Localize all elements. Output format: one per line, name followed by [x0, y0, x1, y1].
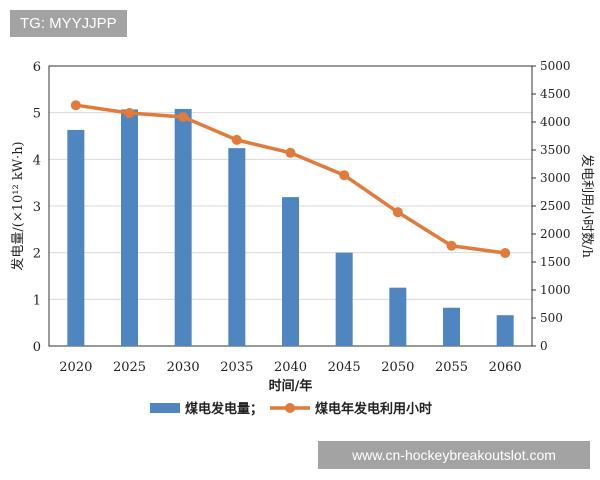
x-tick-label: 2020: [59, 360, 92, 375]
watermark-top-left: TG: MYYJJPP: [10, 10, 127, 37]
y-left-tick-label: 0: [33, 340, 41, 355]
x-tick-label: 2055: [435, 360, 468, 375]
x-axis-label: 时间/年: [269, 378, 313, 394]
line-point-2055: [446, 240, 457, 251]
y-right-axis-label: 发电利用小时数/h: [579, 154, 595, 258]
y-right-tick-label: 500: [540, 311, 563, 325]
y-left-tick-label: 2: [33, 247, 41, 262]
line-point-2040: [285, 147, 296, 158]
y-right-tick-label: 4000: [540, 115, 571, 129]
line-point-2025: [124, 108, 135, 119]
line-point-2035: [231, 134, 242, 145]
y-right-tick-label: 2000: [540, 227, 571, 241]
y-right-tick-label: 2500: [540, 199, 571, 213]
legend-bar-label: 煤电发电量；: [185, 401, 263, 417]
legend-bar-swatch: [150, 403, 180, 413]
bar-2055: [443, 307, 460, 346]
y-right-tick-label: 1000: [540, 283, 571, 297]
line-point-2045: [339, 170, 350, 181]
bar-2040: [282, 197, 299, 346]
y-left-tick-label: 4: [33, 153, 41, 168]
y-left-tick-label: 6: [33, 60, 41, 75]
bar-2035: [228, 148, 246, 346]
x-tick-label: 2050: [381, 360, 414, 375]
y-right-tick-label: 5000: [540, 59, 571, 73]
bar-2020: [67, 129, 85, 346]
bar-2045: [335, 252, 353, 346]
y-left-tick-label: 5: [33, 107, 41, 122]
y-left-tick-label: 3: [33, 200, 41, 215]
watermark-bottom-right: www.cn-hockeybreakoutslot.com: [318, 441, 590, 469]
x-tick-label: 2025: [113, 360, 146, 375]
y-left-tick-label: 1: [33, 293, 41, 308]
line-point-2060: [500, 248, 511, 259]
y-right-tick-label: 1500: [540, 255, 571, 269]
legend-line-label: 煤电年发电利用小时: [315, 401, 432, 417]
line-point-2020: [70, 100, 81, 111]
y-right-tick-label: 3000: [540, 171, 571, 185]
x-tick-label: 2060: [489, 360, 522, 375]
legend-line-marker: [285, 403, 295, 413]
y-right-tick-label: 0: [540, 339, 548, 353]
bar-2025: [121, 109, 138, 347]
bar-2060: [496, 315, 514, 346]
line-point-2030: [178, 111, 189, 122]
x-tick-label: 2045: [328, 360, 361, 375]
y-right-tick-label: 3500: [540, 143, 571, 157]
y-right-tick-label: 4500: [540, 87, 571, 101]
line-point-2050: [392, 207, 403, 218]
y-left-axis-label: 发电量/(×10¹² kW·h): [10, 141, 26, 270]
x-tick-label: 2040: [274, 360, 307, 375]
bar-2050: [389, 287, 407, 346]
x-tick-label: 2035: [220, 360, 253, 375]
x-tick-label: 2030: [167, 360, 200, 375]
bar-2030: [174, 108, 192, 346]
